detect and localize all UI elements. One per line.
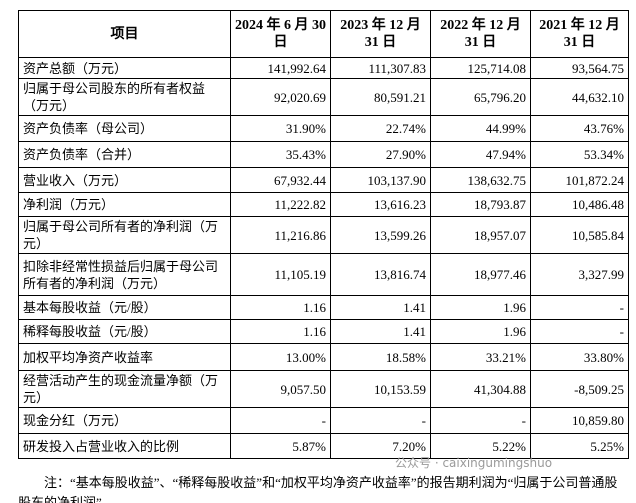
row-label: 归属于母公司股东的所有者权益（万元） (18, 78, 231, 116)
value-cell: 101,872.24 (530, 167, 629, 193)
value-cell: - (430, 407, 531, 434)
value-cell: 10,859.80 (530, 407, 629, 434)
row-label: 基本每股收益（元/股） (18, 295, 231, 320)
value-cell: 92,020.69 (230, 78, 331, 116)
value-cell: - (530, 319, 629, 344)
value-cell: 1.16 (230, 319, 331, 344)
table-row: 现金分红（万元） - - -10,859.80 (18, 407, 629, 434)
value-cell: -8,509.25 (530, 370, 629, 408)
table-row: 基本每股收益（元/股） 1.16 1.41 1.96- (18, 295, 629, 320)
value-cell: 1.96 (430, 295, 531, 320)
table-row: 归属于母公司所有者的净利润（万元） 11,216.86 13,599.26 18,95… (18, 216, 629, 254)
row-label: 归属于母公司所有者的净利润（万元） (18, 216, 231, 254)
value-cell: 10,153.59 (330, 370, 431, 408)
value-cell: 11,222.82 (230, 192, 331, 217)
table-row: 资产负债率（合并） 35.43% 27.90% 47.94% 53.34% (18, 141, 629, 168)
table-row: 研发投入占营业收入的比例 5.87% 7.20% 5.22% 5.25% (18, 433, 629, 459)
value-cell: 11,216.86 (230, 216, 331, 254)
value-cell: 9,057.50 (230, 370, 331, 408)
table-row: 资产负债率（母公司） 31.90% 22.74% 44.99% 43.76% (18, 115, 629, 142)
value-cell: 44,632.10 (530, 78, 629, 116)
value-cell: 111,307.83 (330, 57, 431, 79)
value-cell: 27.90% (330, 141, 431, 168)
value-cell: 103,137.90 (330, 167, 431, 193)
row-label: 经营活动产生的现金流量净额（万元） (18, 370, 231, 408)
value-cell: 44.99% (430, 115, 531, 142)
value-cell: 13,616.23 (330, 192, 431, 217)
row-label: 资产总额（万元） (18, 57, 231, 79)
row-label: 扣除非经常性损益后归属于母公司所有者的净利润（万元） (18, 253, 231, 296)
value-cell: 80,591.21 (330, 78, 431, 116)
value-cell: 18,977.46 (430, 253, 531, 296)
header-cell: 2023 年 12 月 31 日 (330, 10, 431, 58)
header-cell: 2021 年 12 月 31 日 (530, 10, 629, 58)
financial-table: 项目 2024 年 6 月 30 日 2023 年 12 月 31 日 2022 年 … (18, 10, 629, 459)
table-row: 加权平均净资产收益率 13.00% 18.58% 33.21% 33.80% (18, 343, 629, 371)
value-cell: 35.43% (230, 141, 331, 168)
value-cell: 18.58% (330, 343, 431, 371)
value-cell: 33.21% (430, 343, 531, 371)
value-cell: 5.22% (430, 433, 531, 459)
table-row: 经营活动产生的现金流量净额（万元） 9,057.50 10,153.59 41,304… (18, 370, 629, 408)
header-row: 项目 2024 年 6 月 30 日 2023 年 12 月 31 日 2022 年 … (18, 10, 629, 58)
value-cell: 141,992.64 (230, 57, 331, 79)
value-cell: 1.96 (430, 319, 531, 344)
value-cell: 93,564.75 (530, 57, 629, 79)
value-cell: 1.41 (330, 319, 431, 344)
value-cell: - (330, 407, 431, 434)
value-cell: 41,304.88 (430, 370, 531, 408)
value-cell: 33.80% (530, 343, 629, 371)
header-cell: 2022 年 12 月 31 日 (430, 10, 531, 58)
value-cell: 10,486.48 (530, 192, 629, 217)
value-cell: 10,585.84 (530, 216, 629, 254)
value-cell: 11,105.19 (230, 253, 331, 296)
row-label: 加权平均净资产收益率 (18, 343, 231, 371)
value-cell: 18,793.87 (430, 192, 531, 217)
value-cell: 13,816.74 (330, 253, 431, 296)
table-row: 稀释每股收益（元/股） 1.16 1.41 1.96- (18, 319, 629, 344)
value-cell: 3,327.99 (530, 253, 629, 296)
value-cell: 43.76% (530, 115, 629, 142)
value-cell: 53.34% (530, 141, 629, 168)
header-cell: 项目 (18, 10, 231, 58)
row-label: 营业收入（万元） (18, 167, 231, 193)
value-cell: 13,599.26 (330, 216, 431, 254)
row-label: 资产负债率（母公司） (18, 115, 231, 142)
value-cell: 5.87% (230, 433, 331, 459)
footnote: 注：“基本每股收益”、“稀释每股收益”和“加权平均净资产收益率”的报告期利润为“… (18, 475, 618, 503)
value-cell: - (230, 407, 331, 434)
value-cell: 22.74% (330, 115, 431, 142)
value-cell: 1.16 (230, 295, 331, 320)
value-cell: 65,796.20 (430, 78, 531, 116)
table-row: 净利润（万元） 11,222.82 13,616.23 18,793.87 10,486… (18, 192, 629, 217)
row-label: 现金分红（万元） (18, 407, 231, 434)
row-label: 稀释每股收益（元/股） (18, 319, 231, 344)
value-cell: 125,714.08 (430, 57, 531, 79)
value-cell: 31.90% (230, 115, 331, 142)
value-cell: 18,957.07 (430, 216, 531, 254)
row-label: 净利润（万元） (18, 192, 231, 217)
row-label: 资产负债率（合并） (18, 141, 231, 168)
value-cell: 5.25% (530, 433, 629, 459)
value-cell: - (530, 295, 629, 320)
table-row: 资产总额（万元） 141,992.64 111,307.83 125,714.08 93… (18, 57, 629, 79)
watermark: 公众号 · caixingumingshuo (395, 456, 553, 470)
value-cell: 67,932.44 (230, 167, 331, 193)
table-row: 扣除非经常性损益后归属于母公司所有者的净利润（万元） 11,105.19 13,81… (18, 253, 629, 296)
value-cell: 138,632.75 (430, 167, 531, 193)
table-body: 资产总额（万元） 141,992.64 111,307.83 125,714.08 93… (18, 57, 629, 459)
table-row: 营业收入（万元） 67,932.44 103,137.90 138,632.75 101… (18, 167, 629, 193)
value-cell: 47.94% (430, 141, 531, 168)
table-row: 归属于母公司股东的所有者权益（万元） 92,020.69 80,591.21 65,7… (18, 78, 629, 116)
value-cell: 1.41 (330, 295, 431, 320)
value-cell: 13.00% (230, 343, 331, 371)
header-cell: 2024 年 6 月 30 日 (230, 10, 331, 58)
row-label: 研发投入占营业收入的比例 (18, 433, 231, 459)
